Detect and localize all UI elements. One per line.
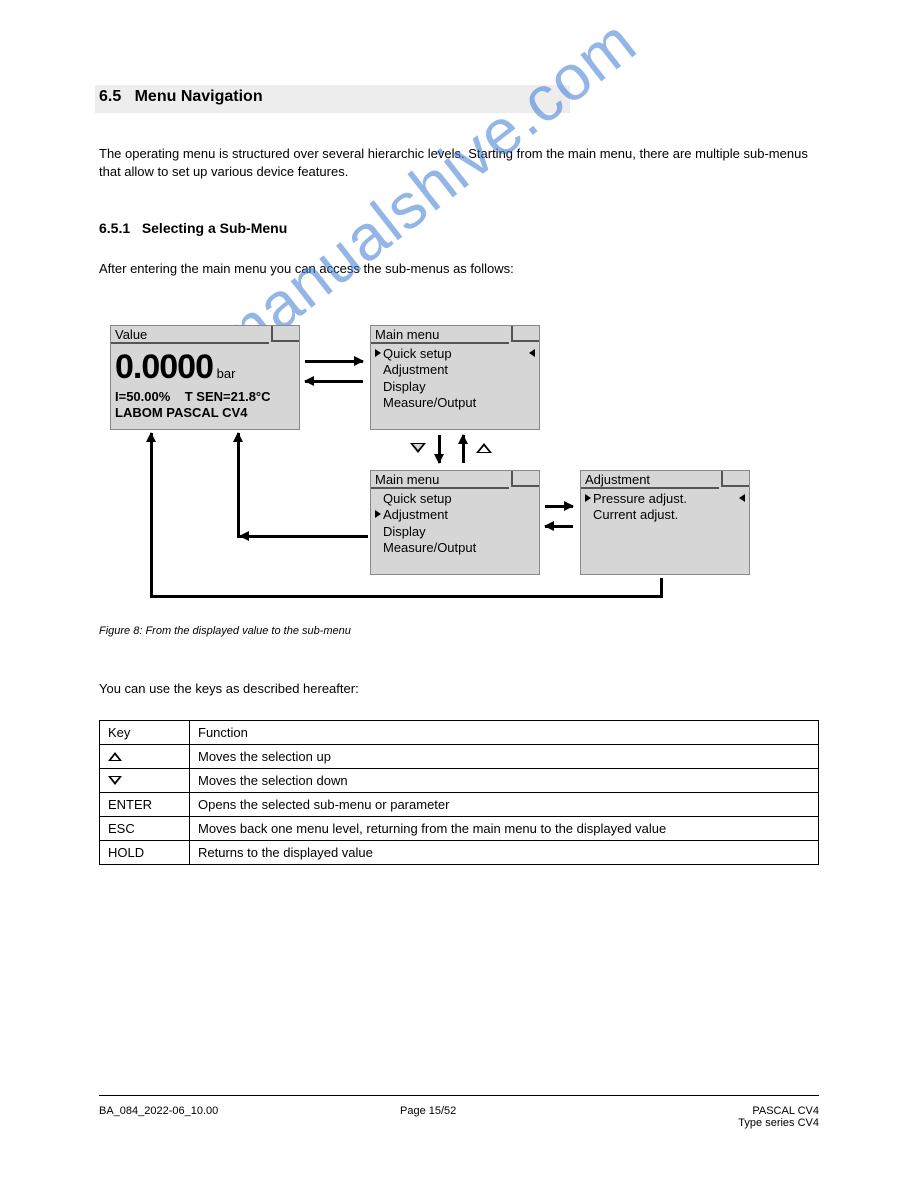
subsection-text: After entering the main menu you can acc… (99, 260, 819, 278)
mm1-item-1: Adjustment (375, 362, 535, 378)
cursor-back-icon (739, 494, 745, 502)
triangle-up-icon (108, 752, 122, 761)
mm1-item-2: Display (375, 379, 535, 395)
arrow-right-icon (545, 505, 573, 508)
lcd-value-title: Value (111, 326, 269, 344)
lcd-main-menu-1: Main menu Quick setup Adjustment Display… (370, 325, 540, 430)
table-header-function: Function (190, 721, 819, 745)
footer-doc-id: BA_084_2022-06_10.00 (99, 1105, 218, 1117)
menu-navigation-diagram: Value 0.0000 bar I=50.00% T SEN=21.8°C L… (110, 325, 810, 605)
footer-right: PASCAL CV4 Type series CV4 (738, 1105, 819, 1129)
lcd-main-menu-2: Main menu Quick setup Adjustment Display… (370, 470, 540, 575)
cursor-icon (375, 510, 381, 518)
section-heading: 6.5 Menu Navigation (99, 88, 263, 106)
footer-model: PASCAL CV4 (738, 1105, 819, 1117)
table-intro: You can use the keys as described hereaf… (99, 680, 819, 698)
intro-paragraph: The operating menu is structured over se… (99, 145, 819, 181)
arrow-up-icon (237, 433, 240, 434)
triangle-down-icon (410, 443, 426, 453)
table-header-key: Key (100, 721, 190, 745)
table-row: HOLD Returns to the displayed value (100, 841, 819, 865)
arrow-left-icon (240, 535, 368, 538)
lcd-adjustment-menu: Adjustment Pressure adjust. Current adju… (580, 470, 750, 575)
mm2-item-0: Quick setup (375, 491, 535, 507)
row4-func: Returns to the displayed value (190, 841, 819, 865)
section-title: Menu Navigation (135, 88, 263, 105)
keys-table: Key Function Moves the selection up Move… (99, 720, 819, 865)
connector-line (237, 433, 240, 538)
mm2-item-2: Display (375, 524, 535, 540)
row1-func: Moves the selection down (190, 769, 819, 793)
footer-separator (99, 1095, 819, 1096)
adj-item-0: Pressure adjust. (593, 491, 687, 506)
arrow-up-icon (150, 433, 153, 434)
subsection-heading: 6.5.1 Selecting a Sub-Menu (99, 220, 287, 236)
mm2-item-3: Measure/Output (375, 540, 535, 556)
lcd-value-temp: T SEN=21.8°C (185, 389, 271, 404)
lcd-mm2-title: Main menu (371, 471, 509, 489)
cursor-back-icon (529, 349, 535, 357)
page: 6.5 Menu Navigation The operating menu i… (0, 0, 918, 1188)
lcd-value-current: I=50.00% (115, 389, 170, 404)
row2-key: ENTER (100, 793, 190, 817)
subsection-title: Selecting a Sub-Menu (142, 220, 287, 236)
lcd-value-unit: bar (217, 366, 236, 381)
connector-line (150, 433, 153, 598)
lcd-mm1-title: Main menu (371, 326, 509, 344)
row3-func: Moves back one menu level, returning fro… (190, 817, 819, 841)
watermark: manualshive.com (200, 4, 650, 378)
mm1-item-0: Quick setup (383, 346, 452, 361)
table-row: ENTER Opens the selected sub-menu or par… (100, 793, 819, 817)
footer-type: Type series CV4 (738, 1117, 819, 1129)
row2-func: Opens the selected sub-menu or parameter (190, 793, 819, 817)
table-row: Moves the selection up (100, 745, 819, 769)
figure-caption: Figure 8: From the displayed value to th… (99, 625, 351, 637)
triangle-up-icon (476, 443, 492, 453)
cursor-icon (375, 349, 381, 357)
arrow-right-icon (305, 360, 363, 363)
table-header-row: Key Function (100, 721, 819, 745)
triangle-down-icon (108, 776, 122, 785)
arrow-left-icon (305, 380, 363, 383)
lcd-adj-title: Adjustment (581, 471, 719, 489)
section-number: 6.5 (99, 88, 121, 105)
mm1-item-3: Measure/Output (375, 395, 535, 411)
cursor-icon (585, 494, 591, 502)
connector-line (150, 595, 663, 598)
arrow-left-icon (545, 525, 573, 528)
row0-func: Moves the selection up (190, 745, 819, 769)
table-row: Moves the selection down (100, 769, 819, 793)
footer-page: Page 15/52 (400, 1105, 456, 1117)
lcd-value-model: LABOM PASCAL CV4 (115, 405, 295, 421)
adj-item-1: Current adjust. (585, 507, 745, 523)
row3-key: ESC (100, 817, 190, 841)
table-row: ESC Moves back one menu level, returning… (100, 817, 819, 841)
arrow-up-icon (462, 435, 465, 463)
mm2-item-1: Adjustment (383, 507, 448, 522)
row4-key: HOLD (100, 841, 190, 865)
lcd-value-screen: Value 0.0000 bar I=50.00% T SEN=21.8°C L… (110, 325, 300, 430)
arrow-down-icon (438, 435, 441, 463)
lcd-value-reading: 0.0000 (115, 346, 213, 389)
subsection-number: 6.5.1 (99, 220, 130, 236)
